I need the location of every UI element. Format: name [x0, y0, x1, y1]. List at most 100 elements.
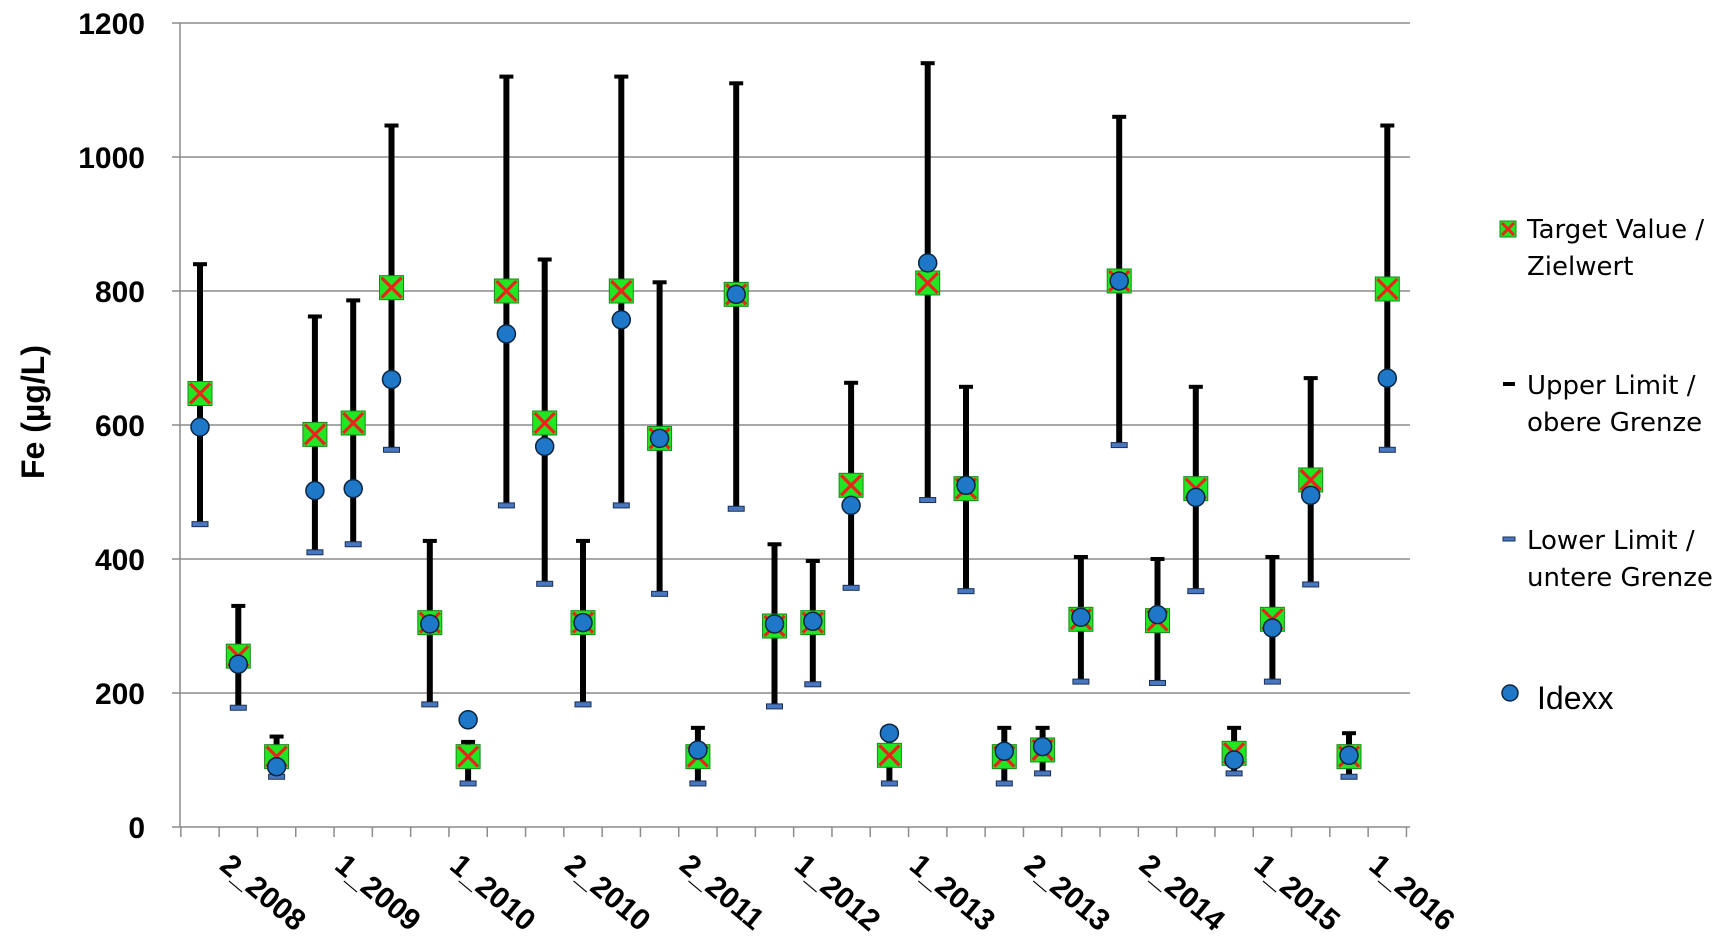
upper-limit-mark: [1342, 731, 1356, 736]
idexx-point: [726, 284, 746, 305]
lower-limit-mark: [1072, 678, 1090, 685]
idexx-point: [266, 756, 287, 777]
upper-limit-mark: [384, 123, 399, 128]
idexx-point: [420, 614, 440, 634]
idexx-point: [994, 741, 1015, 762]
upper-limit-mark: [1265, 554, 1280, 559]
legend-target-label-2: Zielwert: [1527, 252, 1633, 282]
upper-limit-mark: [346, 298, 361, 303]
y-axis-ticks: 0 200 400 600 800 1000 1200: [78, 8, 180, 845]
legend-item-idexx: Idexx: [1501, 680, 1613, 716]
y-tick-label: 600: [95, 410, 145, 443]
lower-limit-mark: [1225, 770, 1243, 777]
x-axis: 2_2008 1_2009 1_2010 2_2010 2_2011 1_2012 1_20…: [179, 23, 1461, 938]
idexx-point: [1186, 487, 1206, 508]
legend-lower-label-2: untere Grenze: [1527, 563, 1713, 593]
y-tick-label: 1200: [78, 8, 145, 41]
legend-target-cross-icon: [1500, 221, 1516, 237]
target-value-mark: [493, 278, 519, 304]
idexx-point: [956, 475, 976, 496]
legend-upper-dash-icon: [1503, 382, 1515, 386]
idexx-point: [1377, 368, 1398, 388]
target-value-mark: [340, 410, 366, 436]
lower-limit-mark: [344, 541, 362, 548]
target-value-mark: [379, 275, 404, 301]
idexx-point: [611, 310, 632, 330]
upper-limit-mark: [652, 280, 667, 285]
idexx-point: [343, 478, 363, 499]
upper-limit-mark: [1073, 554, 1088, 559]
upper-limit-mark: [307, 314, 322, 319]
upper-limit-mark: [461, 739, 476, 744]
y-tick-label: 800: [95, 276, 145, 309]
x-tick-label: 2_2010: [559, 848, 657, 938]
upper-limit-mark: [805, 559, 820, 564]
upper-limit-mark: [614, 74, 629, 79]
idexx-point: [496, 324, 517, 344]
legend-upper-label-2: obere Grenze: [1527, 408, 1702, 438]
idexx-point: [1262, 618, 1283, 638]
target-value-mark: [876, 742, 902, 768]
legend-upper-label-1: Upper Limit /: [1527, 371, 1696, 401]
idexx-point: [573, 612, 593, 633]
idexx-point: [534, 436, 555, 457]
x-tick-label: 1_2015: [1248, 848, 1346, 938]
upper-limit-mark: [1188, 384, 1203, 389]
lower-limit-mark: [880, 780, 898, 787]
upper-limit-mark: [844, 380, 859, 385]
gridlines: [180, 22, 1410, 694]
upper-limit-mark: [1303, 376, 1318, 381]
upper-limit-mark: [1227, 725, 1242, 730]
x-tick-label: 1_2016: [1363, 848, 1461, 938]
upper-limit-mark: [767, 542, 782, 547]
x-tick-label: 2_2014: [1133, 848, 1231, 938]
upper-limit-mark: [1150, 557, 1165, 561]
idexx-point: [1147, 604, 1168, 625]
legend-target-label-1: Target Value /: [1526, 215, 1704, 245]
upper-limit-mark: [537, 257, 552, 262]
upper-limit-mark: [997, 725, 1012, 730]
upper-limit-mark: [920, 61, 935, 66]
upper-limit-mark: [193, 262, 207, 267]
lower-limit-mark: [574, 701, 592, 708]
legend-item-upper: Upper Limit / obere Grenze: [1503, 371, 1702, 438]
upper-limit-mark: [1380, 123, 1395, 128]
legend-idexx-dot-icon: [1501, 684, 1519, 702]
lower-limit-mark: [1187, 588, 1205, 595]
idexx-point: [1300, 485, 1321, 506]
legend-idexx-label: Idexx: [1537, 680, 1613, 716]
lower-limit-mark: [957, 588, 975, 595]
lower-limit-mark: [689, 780, 707, 787]
upper-limit-mark: [690, 725, 705, 730]
upper-limit-mark: [576, 538, 590, 543]
idexx-point: [879, 723, 900, 743]
lower-limit-mark: [1149, 679, 1166, 686]
idexx-point: [458, 710, 478, 730]
target-value-mark: [302, 421, 328, 447]
lower-limit-mark: [497, 502, 515, 509]
target-value-mark: [455, 744, 481, 770]
lower-limit-mark: [919, 497, 937, 504]
lower-limit-mark: [842, 584, 860, 591]
idexx-point: [649, 428, 670, 449]
legend-item-target: Target Value / Zielwert: [1499, 215, 1704, 282]
legend-item-lower: Lower Limit / untere Grenze: [1502, 526, 1713, 593]
y-tick-label: 1000: [78, 142, 145, 175]
idexx-point: [190, 417, 210, 437]
lower-limit-mark: [1110, 442, 1128, 449]
idexx-point: [228, 654, 249, 674]
lower-limit-mark: [191, 521, 209, 528]
idexx-point: [841, 495, 861, 516]
upper-limit-mark: [422, 538, 437, 543]
lower-limit-mark: [612, 502, 630, 509]
y-axis-title: Fe (µg/L): [15, 345, 51, 479]
lower-limit-mark: [804, 681, 822, 688]
lower-limit-mark: [1263, 678, 1281, 685]
lower-limit-mark: [306, 549, 324, 556]
idexx-point: [764, 614, 785, 634]
lower-limit-mark: [536, 580, 554, 587]
x-tick-label: 1_2009: [329, 848, 427, 938]
upper-limit-mark: [269, 734, 284, 739]
idexx-point: [917, 253, 938, 273]
lower-limit-mark: [766, 703, 783, 710]
